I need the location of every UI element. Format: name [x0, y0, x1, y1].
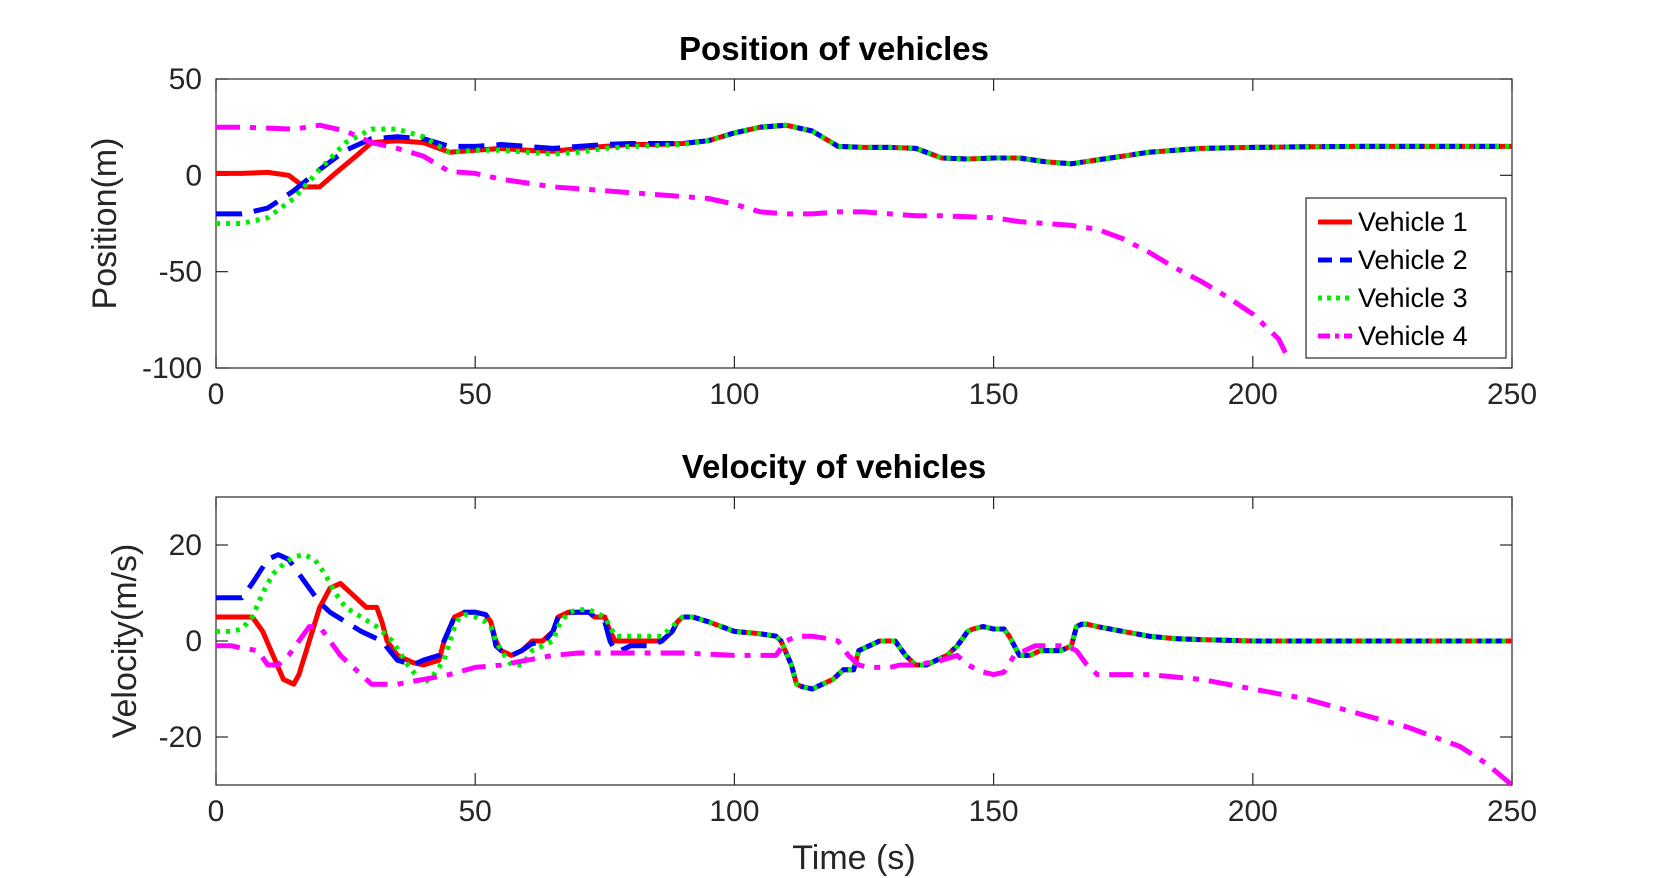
velocity-x-tick-label: 200 — [1228, 795, 1278, 828]
velocity-y-ticks: 20 0 -20 — [159, 529, 1512, 754]
legend-label-vehicle-3: Vehicle 3 — [1358, 283, 1468, 313]
velocity-series-lines — [216, 552, 1512, 785]
velocity-series-vehicle-4 — [216, 624, 1512, 785]
legend-box — [1305, 197, 1507, 359]
position-y-tick-label: -50 — [159, 256, 202, 289]
velocity-x-tick-label: 0 — [208, 795, 225, 828]
velocity-series-vehicle-2 — [216, 552, 1512, 692]
velocity-y-tick-label: -20 — [159, 721, 202, 754]
position-series-vehicle-2 — [216, 122, 1512, 217]
legend-label-vehicle-4: Vehicle 4 — [1358, 321, 1468, 351]
velocity-x-tick-label: 150 — [969, 795, 1019, 828]
velocity-x-tick-label: 100 — [709, 795, 759, 828]
position-y-tick-label: -100 — [142, 352, 202, 385]
position-axes-box — [215, 78, 1513, 369]
position-x-tick-label: 0 — [208, 378, 225, 411]
velocity-x-tick-label: 50 — [459, 795, 492, 828]
position-x-tick-label: 250 — [1487, 378, 1537, 411]
velocity-y-axis-label: Velocity(m/s) — [106, 544, 144, 739]
velocity-y-tick-label: 20 — [169, 529, 202, 562]
position-y-tick-label: 50 — [169, 63, 202, 96]
velocity-series-vehicle-3 — [216, 552, 1512, 692]
velocity-chart-title: Velocity of vehicles — [682, 448, 986, 485]
position-x-tick-label: 200 — [1228, 378, 1278, 411]
velocity-x-axis-label: Time (s) — [792, 839, 915, 877]
position-series-lines — [216, 122, 1512, 362]
legend-label-vehicle-2: Vehicle 2 — [1358, 245, 1468, 275]
position-y-ticks: 50 0 -50 -100 — [142, 63, 1512, 385]
position-y-axis-label: Position(m) — [86, 138, 124, 310]
velocity-y-tick-label: 0 — [185, 625, 202, 658]
velocity-x-ticks: 0 50 100 150 200 250 — [208, 497, 1537, 828]
position-series-vehicle-4 — [216, 122, 1292, 362]
position-chart-title: Position of vehicles — [679, 30, 989, 67]
position-x-tick-label: 50 — [459, 378, 492, 411]
position-subplot: Position of vehicles 0 50 100 150 200 250 500… — [86, 30, 1537, 411]
position-x-ticks: 0 50 100 150 200 250 — [208, 79, 1537, 411]
position-y-tick-label: 0 — [185, 159, 202, 192]
position-series-vehicle-3 — [216, 122, 1512, 226]
position-x-tick-label: 100 — [709, 378, 759, 411]
position-x-tick-label: 150 — [969, 378, 1019, 411]
velocity-subplot: Velocity of vehicles 0 50 100 150 200 250 200… — [106, 448, 1537, 877]
velocity-x-tick-label: 250 — [1487, 795, 1537, 828]
legend: Vehicle 1 Vehicle 2 Vehicle 3 Vehicle 4 — [1305, 197, 1507, 359]
legend-label-vehicle-1: Vehicle 1 — [1358, 207, 1468, 237]
